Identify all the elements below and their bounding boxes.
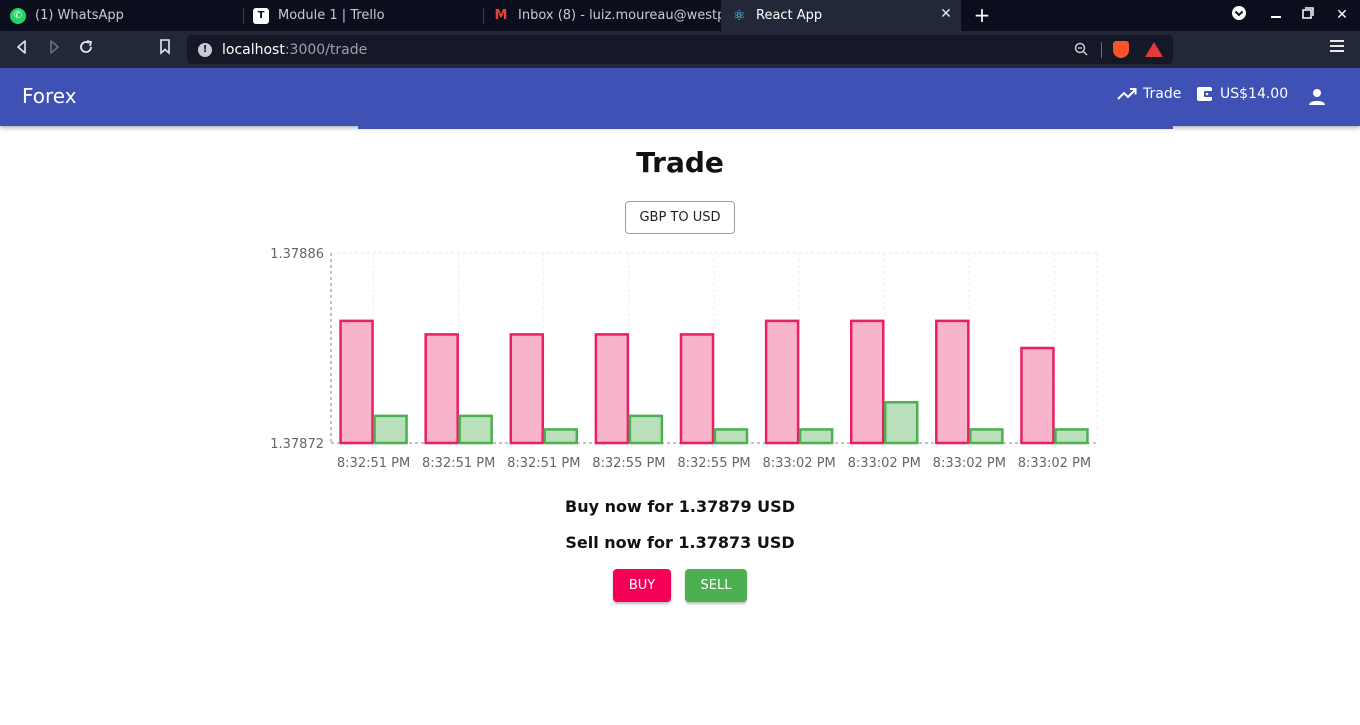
page-title: Trade (636, 146, 724, 179)
tab-search-icon[interactable] (1229, 5, 1249, 25)
browser-tab-strip: ✆ (1) WhatsApp T Module 1 | Trello M Inb… (0, 0, 1360, 31)
browser-toolbar: ! localhost:3000/trade (0, 31, 1360, 68)
sell-price-bar[interactable] (798, 428, 834, 445)
sell-price-text: Sell now for 1.37873 USD (565, 533, 795, 552)
browser-tab-whatsapp[interactable]: ✆ (1) WhatsApp (0, 0, 243, 31)
buy-price-text: Buy now for 1.37879 USD (565, 497, 795, 516)
menu-icon[interactable] (1330, 40, 1344, 52)
account-button[interactable] (1308, 88, 1332, 106)
url-text[interactable]: localhost:3000/trade (222, 41, 368, 58)
brave-shields-icon[interactable] (1113, 41, 1129, 58)
sell-price-bar[interactable] (373, 414, 408, 445)
buy-price-bar[interactable] (424, 333, 459, 445)
nav-wallet[interactable]: US$14.00 (1196, 86, 1288, 102)
trending-up-icon (1117, 88, 1137, 100)
wallet-icon (1197, 87, 1213, 101)
reload-icon[interactable] (76, 39, 96, 59)
nav-trade-label: Trade (1143, 86, 1182, 102)
tab-title: React App (756, 8, 823, 23)
x-tick-label: 8:33:02 PM (762, 456, 835, 471)
buy-price-bar[interactable] (679, 333, 715, 445)
new-tab-icon[interactable]: + (973, 3, 991, 27)
buy-button[interactable]: BUY (613, 569, 671, 602)
brave-rewards-icon[interactable] (1145, 42, 1163, 57)
buy-price-bar[interactable] (339, 319, 374, 445)
site-info-icon[interactable]: ! (198, 42, 212, 57)
gmail-icon: M (494, 8, 508, 23)
sell-price-bar[interactable] (1054, 428, 1089, 445)
buy-price-bar[interactable] (849, 319, 885, 445)
trello-icon: T (253, 7, 269, 24)
back-icon[interactable] (12, 39, 32, 59)
x-tick-label: 8:33:02 PM (1018, 456, 1091, 471)
tab-title: Inbox (8) - luiz.moureau@westpoi (518, 8, 721, 23)
wallet-balance: US$14.00 (1220, 86, 1289, 102)
restore-icon[interactable] (1298, 5, 1318, 25)
close-tab-icon[interactable]: ✕ (940, 6, 952, 22)
bookmark-icon[interactable] (155, 39, 175, 59)
whatsapp-icon: ✆ (10, 7, 26, 24)
tab-separator (483, 8, 484, 24)
address-bar[interactable]: ! localhost:3000/trade (187, 35, 1173, 64)
buy-price-bar[interactable] (935, 319, 970, 445)
nav-trade[interactable]: Trade (1117, 86, 1181, 102)
app-bar: Forex Trade US$14.00 (0, 68, 1360, 126)
x-tick-label: 8:32:55 PM (592, 456, 665, 471)
forward-icon[interactable] (44, 39, 64, 59)
price-bar-chart: 1.37886 1.37872 8:32:51 PM 8:32:51 PM 8:32:5… (270, 247, 1098, 471)
x-tick-label: 8:32:55 PM (677, 456, 750, 471)
browser-tab-trello[interactable]: T Module 1 | Trello (243, 0, 483, 31)
x-tick-label: 8:32:51 PM (507, 456, 580, 471)
sell-price-bar[interactable] (969, 428, 1004, 445)
sell-price-bar[interactable] (883, 401, 919, 445)
react-icon: ⚛ (732, 7, 746, 24)
buy-price-bar[interactable] (509, 333, 545, 445)
url-divider (1101, 42, 1102, 58)
browser-tab-gmail[interactable]: M Inbox (8) - luiz.moureau@westpoi (483, 0, 721, 31)
buy-price-bar[interactable] (594, 333, 630, 445)
y-tick-label: 1.37886 (270, 247, 324, 262)
tab-title: (1) WhatsApp (35, 8, 124, 23)
buy-price-bar[interactable] (764, 319, 800, 445)
zoom-icon[interactable] (1074, 42, 1088, 60)
sell-price-bar[interactable] (458, 414, 493, 445)
y-tick-label: 1.37872 (270, 437, 324, 452)
browser-tab-react-app[interactable]: ⚛ React App ✕ (721, 0, 961, 31)
sell-price-bar[interactable] (543, 428, 579, 445)
close-window-icon[interactable]: ✕ (1336, 7, 1348, 23)
account-icon (1309, 89, 1325, 105)
active-tab-indicator (358, 126, 1173, 129)
x-tick-label: 8:32:51 PM (422, 456, 495, 471)
tab-separator (243, 8, 244, 24)
x-tick-label: 8:32:51 PM (337, 456, 410, 471)
tab-title: Module 1 | Trello (278, 8, 385, 23)
sell-button[interactable]: SELL (685, 569, 747, 602)
buy-price-bar[interactable] (1020, 346, 1055, 445)
x-tick-label: 8:33:02 PM (848, 456, 921, 471)
minimize-icon[interactable] (1266, 5, 1286, 25)
sell-price-bar[interactable] (628, 414, 664, 445)
brand-logo[interactable]: Forex (22, 84, 77, 108)
currency-pair-button[interactable]: GBP TO USD (625, 201, 735, 234)
sell-price-bar[interactable] (713, 428, 749, 445)
x-tick-label: 8:33:02 PM (933, 456, 1006, 471)
